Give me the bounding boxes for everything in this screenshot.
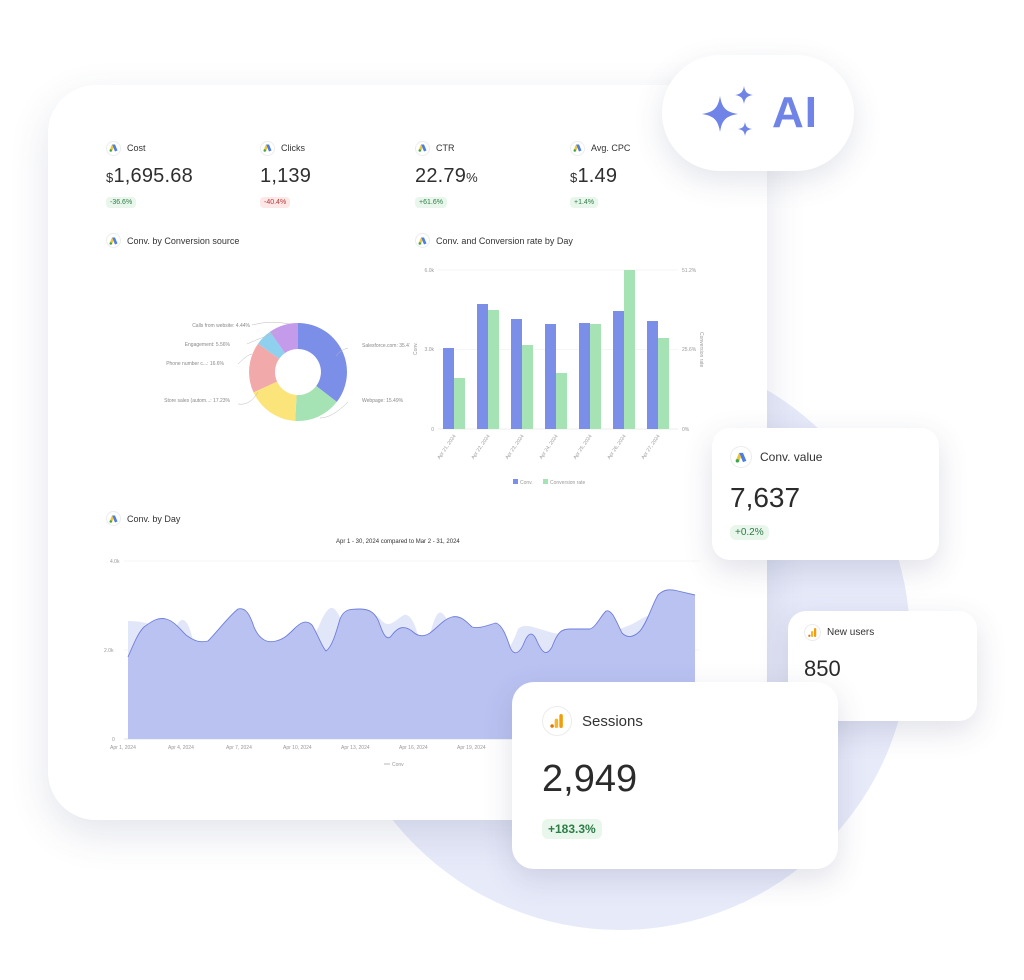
svg-text:Apr 23, 2024: Apr 23, 2024 <box>504 434 525 461</box>
google-ads-icon <box>106 140 121 156</box>
kpi-avg-cpc[interactable]: Avg. CPC $1.49 +1.4% <box>570 140 630 209</box>
pie-label-salesforce: Salesforce.com: 35.47% <box>362 343 410 349</box>
svg-text:Apr 24, 2024: Apr 24, 2024 <box>538 434 559 461</box>
card-label: New users <box>827 627 875 638</box>
google-ads-icon <box>415 233 430 248</box>
kpi-value: 22.79% <box>415 165 478 187</box>
google-ads-icon <box>106 233 121 248</box>
kpi-label: Cost <box>127 143 146 153</box>
svg-text:Conv.: Conv. <box>413 342 419 355</box>
card-value: 850 <box>804 656 841 681</box>
card-value: 2,949 <box>542 758 638 800</box>
pie-label-store: Store sales (autom...: 17.23% <box>164 398 230 404</box>
svg-text:0: 0 <box>112 737 115 743</box>
pie-label-phone: Phone number c...: 16.6% <box>166 361 224 367</box>
ai-label: AI <box>772 88 818 137</box>
bars-conv <box>443 304 658 429</box>
donut-chart-title: Conv. by Conversion source <box>106 233 239 248</box>
pie-label-calls: Calls from website: 4.44% <box>192 323 250 329</box>
svg-text:Apr 10, 2024: Apr 10, 2024 <box>283 745 312 751</box>
kpi-label: Clicks <box>281 143 305 153</box>
svg-text:0%: 0% <box>682 427 690 433</box>
google-analytics-icon <box>542 706 572 736</box>
bar-chart-title: Conv. and Conversion rate by Day <box>415 233 573 248</box>
google-ads-icon <box>570 140 585 156</box>
svg-text:Apr 27, 2024: Apr 27, 2024 <box>640 434 661 461</box>
svg-text:2.0k: 2.0k <box>104 648 114 654</box>
bars-conversion-rate <box>454 270 669 429</box>
change-badge: -40.4% <box>260 197 291 208</box>
svg-text:Apr 16, 2024: Apr 16, 2024 <box>399 745 428 751</box>
card-value: 7,637 <box>730 482 801 513</box>
kpi-value: $1,695.68 <box>106 165 193 187</box>
svg-text:6.0k: 6.0k <box>425 268 435 274</box>
svg-text:Apr 13, 2024: Apr 13, 2024 <box>341 745 370 751</box>
kpi-label: CTR <box>436 143 455 153</box>
change-badge: +1.4% <box>570 197 599 208</box>
svg-text:Apr 21, 2024: Apr 21, 2024 <box>436 434 457 461</box>
kpi-label: Avg. CPC <box>591 143 631 153</box>
area-chart-title: Conv. by Day <box>106 511 180 526</box>
google-ads-icon <box>106 511 121 526</box>
kpi-value: 1,139 <box>260 165 312 187</box>
google-ads-icon <box>260 140 275 156</box>
donut-chart[interactable]: Calls from website: 4.44% Engagement: 5.… <box>100 310 410 425</box>
ai-badge[interactable]: AI <box>662 55 854 171</box>
svg-text:Apr 19, 2024: Apr 19, 2024 <box>457 745 486 751</box>
card-label: Sessions <box>582 712 643 730</box>
svg-text:Apr 26, 2024: Apr 26, 2024 <box>606 434 627 461</box>
svg-text:Apr 25, 2024: Apr 25, 2024 <box>572 434 593 461</box>
change-badge: +183.3% <box>542 819 602 839</box>
svg-text:Conv.: Conv. <box>520 480 533 486</box>
svg-text:Apr 22, 2024: Apr 22, 2024 <box>470 434 491 461</box>
card-label: Conv. value <box>760 450 823 464</box>
kpi-ctr[interactable]: CTR 22.79% +61.6% <box>415 140 478 209</box>
kpi-cost[interactable]: Cost $1,695.68 -36.6% <box>106 140 193 209</box>
svg-text:Apr 4, 2024: Apr 4, 2024 <box>168 745 194 751</box>
svg-text:Conversion rate: Conversion rate <box>550 480 586 486</box>
svg-text:3.0k: 3.0k <box>425 347 435 353</box>
pie-label-webpage: Webpage: 15.49% <box>362 398 404 404</box>
bar-chart[interactable]: 6.0k 3.0k 0 51.2% 25.6% 0% Conv. Convers… <box>408 260 708 495</box>
svg-text:4.0k: 4.0k <box>110 559 120 565</box>
kpi-value: $1.49 <box>570 165 618 187</box>
change-badge: +61.6% <box>415 197 447 208</box>
change-badge: +0.2% <box>730 525 769 540</box>
svg-text:51.2%: 51.2% <box>682 268 697 274</box>
conv-value-card[interactable]: Conv. value 7,637 +0.2% <box>712 428 939 560</box>
sessions-card[interactable]: Sessions 2,949 +183.3% <box>512 682 838 869</box>
svg-text:Apr 1, 2024: Apr 1, 2024 <box>110 745 136 751</box>
google-ads-icon <box>415 140 430 156</box>
sparkles-icon <box>702 86 753 136</box>
pie-label-engagement: Engagement: 5.56% <box>185 342 231 348</box>
google-ads-icon <box>730 446 752 468</box>
kpi-clicks[interactable]: Clicks 1,139 -40.4% <box>260 140 311 209</box>
svg-text:Conversion rate: Conversion rate <box>698 332 704 368</box>
svg-text:25.6%: 25.6% <box>682 347 697 353</box>
svg-text:0: 0 <box>431 427 434 433</box>
area-legend: Conv <box>392 762 404 768</box>
change-badge: -36.6% <box>106 197 137 208</box>
google-analytics-icon <box>804 624 821 641</box>
area-chart-subtitle: Apr 1 - 30, 2024 compared to Mar 2 - 31,… <box>336 539 460 545</box>
svg-text:Apr 7, 2024: Apr 7, 2024 <box>226 745 252 751</box>
